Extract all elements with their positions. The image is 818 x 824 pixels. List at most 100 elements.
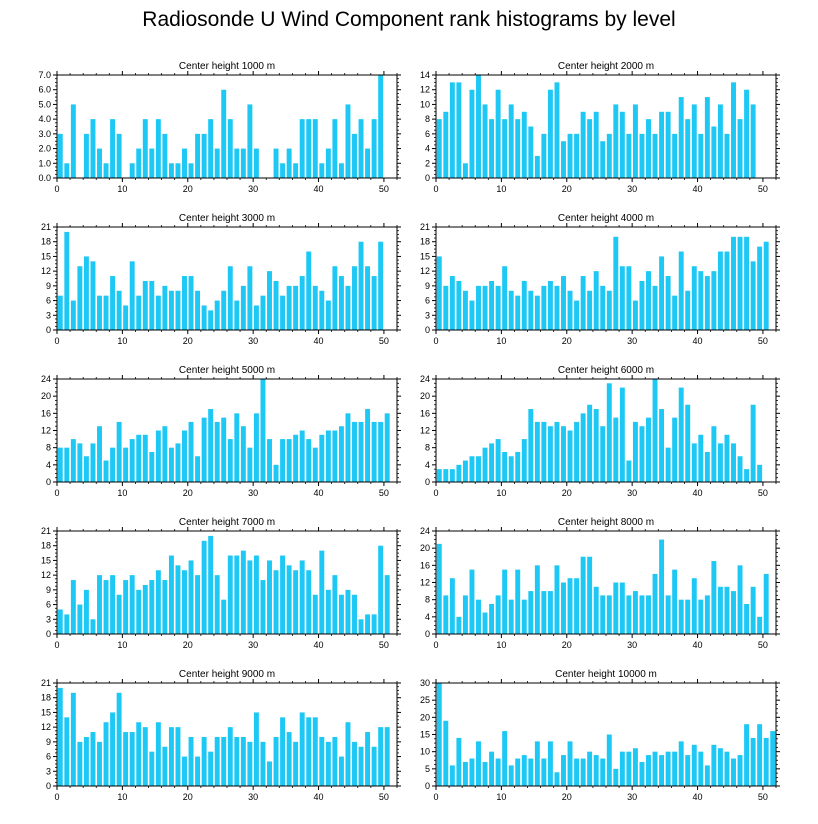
histogram-bar (567, 430, 573, 482)
histogram-bar (64, 163, 70, 178)
histogram-bar (698, 434, 704, 482)
y-tick-label: 0.0 (38, 173, 51, 183)
histogram-bar (195, 290, 201, 330)
histogram-bar (214, 736, 220, 786)
histogram-bar (659, 755, 665, 786)
histogram-bar (567, 290, 573, 330)
histogram-panel: Center height 10000 m 0 5 10 15 20 25 30 0 10 20 30… (420, 669, 780, 802)
histogram-bar (110, 712, 116, 786)
histogram-bar (378, 421, 384, 482)
y-tick-label: 0 (425, 325, 430, 335)
histogram-bar (273, 280, 279, 330)
histogram-panel: Center height 6000 m 0 4 8 12 16 20 24 0 10 20 30 40… (420, 365, 780, 498)
histogram-bar (378, 75, 384, 178)
histogram-bar (613, 104, 619, 178)
x-tick-label: 30 (248, 184, 258, 194)
histogram-bar (672, 295, 678, 330)
x-tick-label: 40 (314, 640, 324, 650)
histogram-bar (221, 89, 227, 178)
histogram-bar (678, 251, 684, 330)
histogram-bar (136, 722, 142, 786)
histogram-bar (534, 155, 540, 178)
histogram-bar (234, 555, 240, 634)
histogram-bar (182, 430, 187, 482)
histogram-bar (221, 290, 227, 330)
y-tick-label: 24 (41, 374, 51, 384)
histogram-bar (489, 280, 495, 330)
histogram-bar (495, 439, 501, 482)
histogram-bar (462, 163, 468, 178)
histogram-bar (155, 119, 161, 178)
histogram-bar (482, 285, 488, 330)
histogram-bar (561, 426, 566, 482)
histogram-bar (306, 717, 312, 786)
histogram-bar (469, 569, 475, 635)
histogram-bar (267, 439, 272, 482)
histogram-bar (587, 556, 593, 634)
histogram-bar (561, 276, 566, 330)
histogram-bar (253, 305, 259, 330)
histogram-bar (482, 104, 488, 178)
histogram-bar (201, 133, 207, 178)
y-tick-label: 12 (41, 266, 51, 276)
histogram-bar (208, 751, 214, 786)
histogram-bar (587, 119, 593, 178)
histogram-bar (195, 456, 201, 482)
histogram-bar (659, 409, 665, 482)
histogram-bar (691, 578, 697, 634)
histogram-bar (508, 599, 514, 634)
histogram-bar (64, 231, 70, 330)
histogram-bar (332, 575, 338, 634)
histogram-bar (750, 737, 756, 786)
histogram-bar (188, 560, 194, 634)
histogram-bar (436, 119, 442, 178)
histogram-bar (587, 290, 593, 330)
histogram-bar (319, 290, 325, 330)
y-tick-label: 9 (46, 281, 51, 291)
histogram-bar (456, 737, 462, 786)
histogram-bar (325, 148, 331, 178)
histogram-bar (580, 111, 586, 178)
x-tick-label: 10 (117, 184, 127, 194)
histogram-bar (619, 387, 625, 482)
histogram-bar (103, 460, 109, 482)
histogram-bar (476, 599, 481, 634)
histogram-bar (717, 443, 723, 483)
histogram-bar (345, 722, 351, 786)
histogram-bar (188, 736, 194, 786)
x-tick-label: 10 (117, 488, 127, 498)
histogram-bar (253, 555, 259, 634)
histogram-bar (750, 586, 756, 634)
histogram-bar (227, 439, 233, 482)
histogram-bar (293, 163, 299, 178)
histogram-bar (221, 736, 227, 786)
y-tick-label: 0 (46, 477, 51, 487)
histogram-bar (561, 141, 566, 178)
y-tick-label: 20 (41, 391, 51, 401)
histogram-bar (639, 595, 645, 635)
histogram-bar (247, 104, 253, 178)
histogram-bar (750, 404, 756, 482)
histogram-bar (632, 591, 638, 634)
histogram-bar (724, 434, 730, 482)
panel-title: Center height 2000 m (558, 61, 654, 72)
x-tick-label: 0 (54, 336, 59, 346)
histogram-bar (462, 595, 468, 635)
histogram-bar (443, 595, 449, 635)
y-tick-label: 12 (41, 722, 51, 732)
y-tick-label: 6 (46, 752, 51, 762)
histogram-bar (580, 276, 586, 330)
histogram-panel: Center height 1000 m 0.0 1.0 2.0 3.0 4.0 5.0 6.… (38, 61, 401, 194)
histogram-bar (312, 594, 318, 634)
panel-title: Center height 8000 m (558, 517, 654, 528)
histogram-bar (338, 426, 344, 482)
histogram-bar (750, 104, 756, 178)
histogram-bar (110, 119, 116, 178)
x-tick-label: 20 (183, 488, 193, 498)
histogram-bar (606, 133, 612, 178)
histogram-bar (685, 119, 691, 178)
histogram-bar (227, 119, 233, 178)
histogram-bar (70, 580, 76, 634)
y-tick-label: 8 (425, 114, 430, 124)
